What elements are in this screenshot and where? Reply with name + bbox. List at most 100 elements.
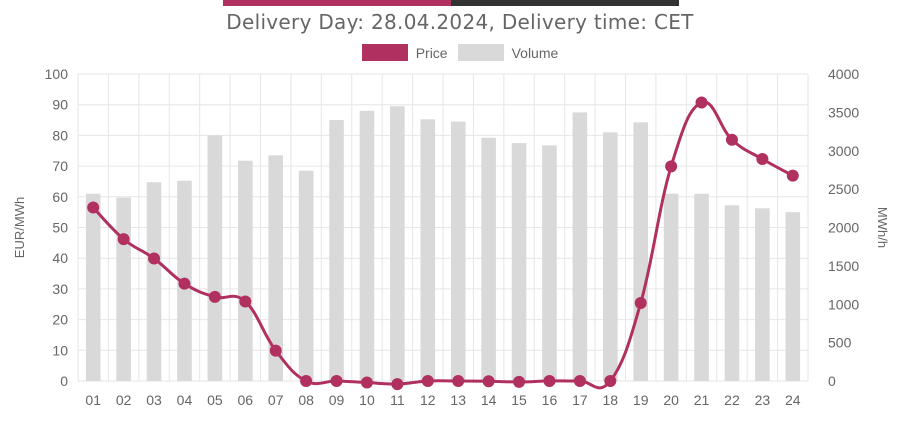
volume-bar [207, 135, 223, 381]
x-tick: 08 [298, 392, 314, 408]
y-tick-right: 3000 [828, 143, 859, 159]
y-tick-right: 2000 [828, 220, 859, 236]
volume-bar [724, 205, 740, 381]
y-tick-left: 80 [52, 127, 68, 143]
x-tick: 12 [420, 392, 436, 408]
price-point [634, 297, 647, 310]
x-tick: 19 [633, 392, 649, 408]
price-point [178, 277, 191, 290]
price-point [330, 375, 343, 387]
chart-title: Delivery Day: 28.04.2024, Delivery time:… [226, 10, 694, 34]
price-point [452, 375, 465, 387]
volume-bar [237, 160, 253, 381]
y-tick-right: 2500 [828, 181, 859, 197]
volume-bar [85, 193, 101, 381]
price-point [786, 169, 799, 182]
legend-label-volume: Volume [511, 44, 559, 61]
volume-bar [146, 182, 162, 381]
x-tick: 01 [85, 392, 101, 408]
volume-bar [329, 120, 344, 382]
price-point [604, 375, 617, 387]
x-tick: 14 [481, 392, 497, 408]
x-tick: 04 [177, 392, 193, 408]
y-tick-left: 10 [52, 342, 68, 358]
legend-item-volume[interactable]: Volume [457, 44, 559, 61]
volume-bar [481, 137, 496, 381]
volume-bar [511, 143, 527, 381]
x-tick: 16 [542, 392, 558, 408]
legend-swatch-price [361, 44, 408, 61]
price-point [421, 375, 434, 387]
volume-bar [755, 208, 770, 381]
price-point [239, 295, 252, 308]
price-point [87, 201, 100, 214]
x-tick: 09 [329, 392, 345, 408]
y-tick-left: 20 [52, 312, 68, 328]
y-tick-left: 30 [52, 281, 68, 297]
volume-bar [450, 121, 466, 382]
volume-bar [663, 193, 679, 381]
x-tick: 20 [663, 392, 679, 408]
y-tick-left: 50 [52, 220, 68, 236]
y-axis-title-right: MWh/h [875, 207, 890, 248]
volume-bar [359, 110, 375, 381]
legend-label-price: Price [415, 44, 448, 61]
x-tick: 05 [207, 392, 223, 408]
price-point [513, 375, 526, 388]
price-point [725, 133, 738, 146]
x-tick: 24 [785, 392, 801, 408]
volume-bar [420, 119, 436, 381]
x-tick: 17 [572, 392, 588, 408]
price-point [117, 233, 130, 246]
x-tick: 03 [146, 392, 162, 408]
y-tick-right: 0 [828, 373, 836, 389]
top-tab-active-segment [223, 0, 451, 6]
price-point [573, 375, 586, 387]
price-point [482, 375, 495, 388]
x-tick: 10 [359, 392, 375, 408]
y-tick-left: 100 [45, 66, 69, 82]
y-tick-right: 500 [828, 335, 852, 351]
price-point [300, 375, 313, 387]
x-tick: 18 [603, 392, 619, 408]
price-point [269, 344, 282, 357]
volume-bar [116, 197, 131, 381]
y-tick-left: 0 [60, 373, 68, 389]
x-tick: 22 [724, 392, 740, 408]
volume-bar [298, 170, 314, 381]
y-tick-left: 60 [52, 189, 68, 205]
y-axis-title-left: EUR/MWh [12, 197, 27, 258]
y-tick-right: 1500 [828, 258, 859, 274]
volume-bar [602, 132, 618, 381]
x-tick: 15 [511, 392, 527, 408]
x-tick: 07 [268, 392, 284, 408]
volume-bar [390, 106, 405, 382]
volume-bar [572, 112, 588, 381]
price-point [360, 376, 373, 389]
legend-swatch-volume [457, 44, 504, 61]
y-tick-left: 40 [52, 250, 68, 266]
y-tick-right: 4000 [828, 66, 859, 82]
x-tick: 13 [450, 392, 466, 408]
chart-legend: Price Volume [0, 44, 920, 61]
price-point [391, 378, 404, 391]
price-point [543, 375, 556, 387]
legend-item-price[interactable]: Price [361, 44, 448, 61]
volume-bar [633, 122, 649, 381]
x-tick: 11 [390, 392, 405, 408]
y-tick-left: 90 [52, 97, 68, 113]
volume-bar [785, 212, 801, 381]
top-tab-indicator [223, 0, 679, 6]
x-tick: 06 [238, 392, 254, 408]
volume-bar [268, 155, 284, 381]
price-point [148, 252, 161, 265]
volume-bar [542, 145, 557, 381]
x-tick: 23 [755, 392, 771, 408]
top-tab-inactive-segment [451, 0, 679, 6]
price-point [695, 96, 708, 109]
price-point [756, 153, 769, 166]
price-point [665, 160, 678, 173]
volume-bar [694, 193, 709, 381]
y-tick-left: 70 [52, 158, 68, 174]
